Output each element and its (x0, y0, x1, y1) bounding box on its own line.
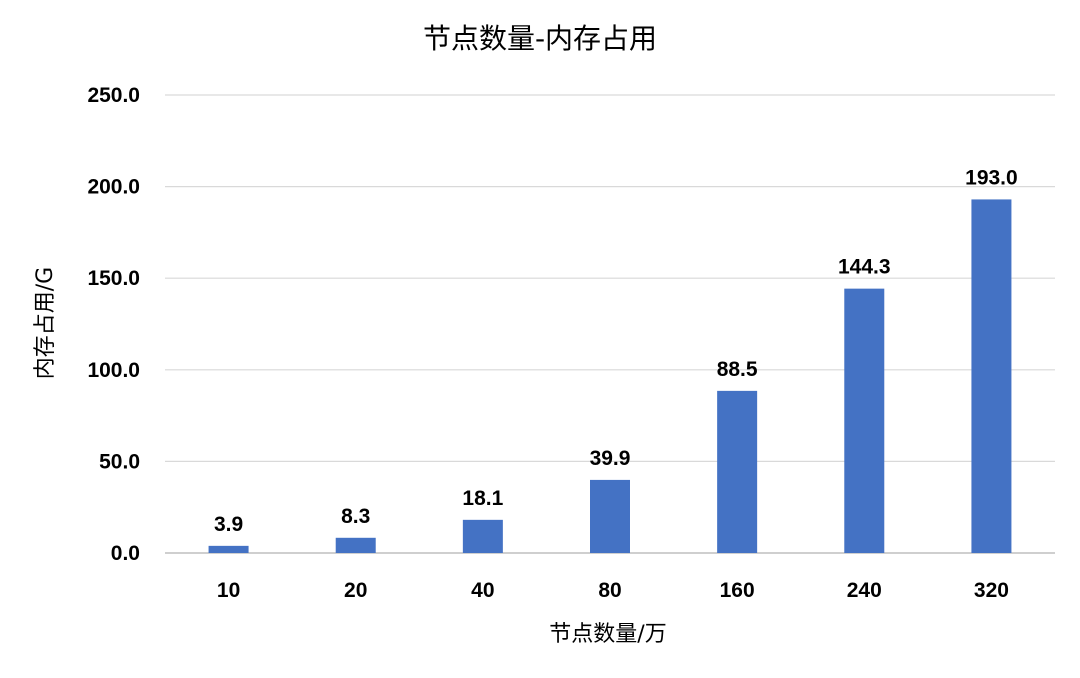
y-tick-label: 0.0 (111, 542, 140, 565)
y-tick-label: 250.0 (87, 84, 140, 107)
x-tick-label: 240 (847, 579, 882, 602)
gridlines (165, 94, 1055, 554)
data-label: 193.0 (965, 166, 1018, 189)
bar (462, 519, 503, 553)
bar (590, 479, 630, 553)
data-label: 18.1 (462, 487, 503, 510)
data-label: 144.3 (838, 256, 891, 279)
x-tick-label: 160 (720, 579, 755, 602)
y-tick-label: 50.0 (99, 450, 140, 473)
y-axis-label: 内存占用/G (33, 267, 58, 379)
data-label: 39.9 (590, 447, 631, 470)
bar (208, 545, 249, 553)
chart-title: 节点数量-内存占用 (423, 22, 657, 55)
x-tick-label: 320 (974, 579, 1009, 602)
x-tick-label: 10 (217, 579, 240, 602)
bar (717, 390, 758, 553)
bar (335, 537, 376, 553)
x-tick-label: 20 (344, 579, 367, 602)
x-tick-label: 40 (471, 579, 494, 602)
data-label: 8.3 (341, 505, 370, 528)
bars (208, 199, 1012, 553)
x-axis-ticks: 10 20 40 80 160 240 320 (217, 579, 1009, 602)
y-axis-ticks: 0.0 50.0 100.0 150.0 200.0 250.0 (87, 84, 140, 565)
y-tick-label: 100.0 (87, 359, 140, 382)
y-tick-label: 150.0 (87, 267, 140, 290)
data-labels: 3.9 8.3 18.1 39.9 88.5 144.3 193.0 (214, 166, 1018, 535)
x-axis-label: 节点数量/万 (549, 622, 666, 647)
bar (971, 199, 1012, 553)
data-label: 3.9 (214, 513, 243, 536)
x-tick-label: 80 (598, 579, 621, 602)
bar (844, 288, 885, 553)
y-tick-label: 200.0 (87, 176, 140, 199)
data-label: 88.5 (717, 358, 758, 381)
